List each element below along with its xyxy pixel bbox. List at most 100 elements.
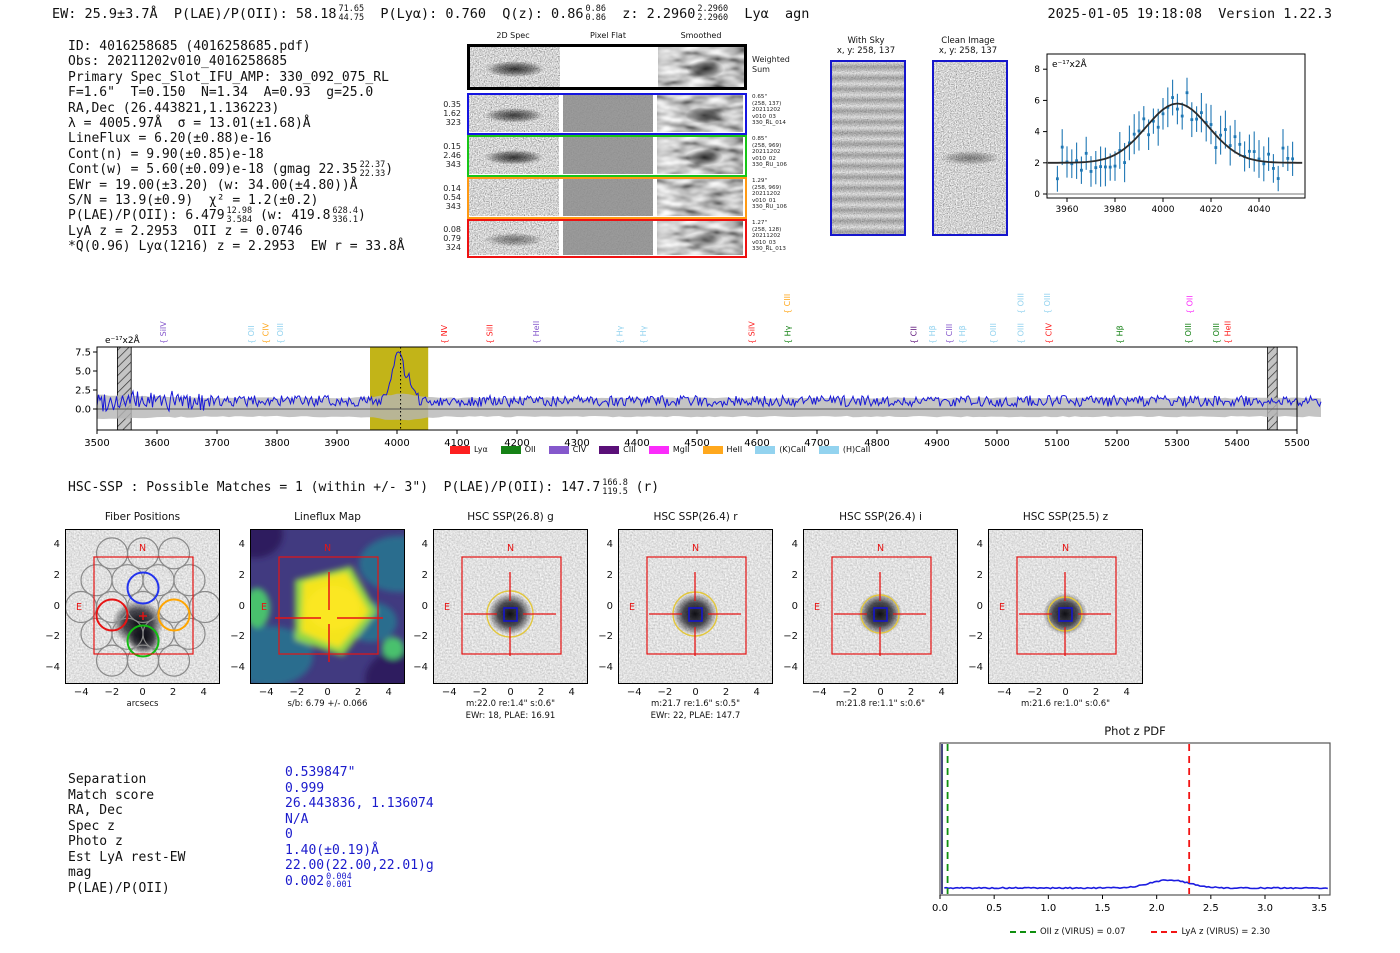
spec2d-image xyxy=(469,137,559,174)
text-seg: 1.40(±0.19)Å xyxy=(285,842,379,858)
text-seg: ) xyxy=(385,162,394,178)
svg-text:4000: 4000 xyxy=(1152,205,1175,215)
text-seg: *Q(0.96) Lyα(1216) z = 2.2953 EW r = 33.… xyxy=(68,239,405,255)
sky-panel-title-1: Clean Image x, y: 258, 137 xyxy=(938,36,998,56)
spectrum-unit-label: e⁻¹⁷x2Å xyxy=(105,334,141,346)
emission-line-labels: { SiIV{ OII{ CIV{ OIII{ NV{ SiII{ HeII{ … xyxy=(159,293,1232,344)
match-values: 0.539847" 0.999 26.443836, 1.136074 N/A 0 1.4… xyxy=(285,765,434,889)
line-label-Hβ: { Hβ xyxy=(928,325,937,344)
cutout-image-5: NE xyxy=(988,529,1143,684)
svg-text:4900: 4900 xyxy=(924,438,949,449)
spec2d-right-labels-3: 1.29" (258, 969) 20211202 v010_01 330_RU… xyxy=(752,178,787,211)
svg-text:0.0: 0.0 xyxy=(75,405,91,416)
text-seg: Cont(n) = 9.90(±0.85)e-18 xyxy=(68,146,264,162)
line-label-CIII: { CIII xyxy=(945,324,954,344)
match-value-3: N/A xyxy=(285,812,434,828)
match-label-7: P(LAE)/P(OII) xyxy=(68,880,170,896)
photz-legend: OII z (VIRUS) = 0.07 LyA z (VIRUS) = 2.30 xyxy=(940,927,1340,937)
line-label-OIII: { OIII xyxy=(1184,323,1193,344)
fiber-circle xyxy=(173,564,206,597)
match-value-1: 0.999 xyxy=(285,781,434,797)
svg-text:2.0: 2.0 xyxy=(1149,903,1165,914)
svg-text:4040: 4040 xyxy=(1248,205,1271,215)
selected-fiber-circle xyxy=(95,598,129,632)
svg-text:3800: 3800 xyxy=(264,438,289,449)
photz-pdf-plot: 0.0 0.5 1.0 1.5 2.0 2.5 3.0 3.5 xyxy=(932,742,1331,914)
cutout-title-5: HSC SSP(25.5) z xyxy=(1022,511,1109,523)
pixel-flat-image xyxy=(563,179,653,216)
info-line-9: EWr = 19.00(±3.20) (w: 34.00(±4.80))Å xyxy=(68,178,405,193)
compass-e: E xyxy=(629,602,635,613)
detection-info-block: ID: 4016258685 (4016258685.pdf) Obs: 2021… xyxy=(68,39,405,254)
cutout-title-3: HSC SSP(26.4) r xyxy=(653,511,738,523)
spec2d-image xyxy=(469,95,559,132)
cutout-caption-2: m:22.0 re:1.4" s:0.6" xyxy=(465,699,556,709)
cutout-xtick: 0 xyxy=(507,687,514,698)
svg-text:2.5: 2.5 xyxy=(1203,903,1219,914)
with-sky-image xyxy=(830,60,906,236)
cutout-ytick: 4 xyxy=(606,539,613,551)
info-line-1: Obs: 20211202v010_4016258685 xyxy=(68,54,405,69)
text-seg: 0 xyxy=(285,827,293,842)
svg-text:5100: 5100 xyxy=(1044,438,1069,449)
match-value-5: 1.40(±0.19)Å xyxy=(285,843,434,859)
legend-item-CIV: CIV xyxy=(548,445,586,454)
pixel-flat-image xyxy=(563,221,653,255)
legend-item-OII: OII xyxy=(500,445,536,454)
cutout-caption-0: arcsecs xyxy=(126,699,159,709)
svg-text:0.0: 0.0 xyxy=(932,903,948,914)
compass-e: E xyxy=(999,602,1005,613)
cutout-xtick: −2 xyxy=(472,687,488,698)
cutout-ytick: 2 xyxy=(238,569,245,581)
catalog-marker xyxy=(873,607,888,622)
legend-item-(K)CaII: (K)CaII xyxy=(755,445,806,454)
compass-n: N xyxy=(324,543,331,554)
spec2d-col-header-1: Pixel Flat xyxy=(590,31,626,40)
sup-sub-value: 628.4 336.1 xyxy=(332,206,359,225)
photz-pdf-curve xyxy=(944,879,1328,890)
match-value-6: 22.00(22.00,22.01)g xyxy=(285,858,434,874)
match-label-0: Separation xyxy=(68,772,147,787)
cutout-title-2: HSC SSP(26.8) g xyxy=(467,511,554,523)
info-line-11: P(LAE)/P(OII): 6.479 12.98 3.584 (w: 419.8… xyxy=(68,206,405,225)
compass-e: E xyxy=(261,602,267,613)
line-label-CIII: { CIII xyxy=(783,294,792,314)
svg-text:5400: 5400 xyxy=(1224,438,1249,449)
smoothed-image xyxy=(657,179,743,216)
cutout-ytick: 0 xyxy=(976,600,983,612)
text-seg: F=1.6" T=0.150 N=1.34 A=0.93 g=25.0 xyxy=(68,85,374,101)
line-label-SiIV: { SiIV xyxy=(159,321,168,344)
gaussian-fit-curve xyxy=(1047,102,1303,164)
text-seg: Obs: 20211202v010_4016258685 xyxy=(68,54,288,70)
legend-item-MgII: MgII xyxy=(648,445,690,454)
svg-text:5300: 5300 xyxy=(1164,438,1189,449)
compass-e: E xyxy=(444,602,450,613)
svg-text:4: 4 xyxy=(1035,128,1040,138)
text-seg: 0.002 xyxy=(285,873,325,889)
cutout-ytick: 4 xyxy=(421,539,428,551)
cutout-ytick: 4 xyxy=(238,539,245,551)
sky-panel-title-0: With Sky x, y: 258, 137 xyxy=(836,36,896,56)
fit-errorbar-points xyxy=(1056,77,1294,192)
match-label-5: Est LyA rest-EW xyxy=(68,849,186,865)
text-seg: N/A xyxy=(285,811,309,827)
cutout-caption-3: m:21.7 re:1.6" s:0.5" xyxy=(650,699,741,709)
svg-text:3500: 3500 xyxy=(84,438,109,449)
svg-text:3600: 3600 xyxy=(144,438,169,449)
catalog-marker xyxy=(1058,607,1073,622)
info-line-7: Cont(n) = 9.90(±0.85)e-18 xyxy=(68,147,405,162)
cutout-image-4: NE xyxy=(803,529,958,684)
text-seg: EWr = 19.00(±3.20) (w: 34.00(±4.80))Å xyxy=(68,177,358,193)
info-line-0: ID: 4016258685 (4016258685.pdf) xyxy=(68,39,405,54)
cutout-ytick: −4 xyxy=(45,661,60,673)
svg-text:5500: 5500 xyxy=(1284,438,1309,449)
error-envelope xyxy=(97,393,1321,421)
cutout-xtick: −2 xyxy=(1027,687,1043,698)
info-line-13: *Q(0.96) Lyα(1216) z = 2.2953 EW r = 33.… xyxy=(68,239,405,254)
cutout-ytick: 0 xyxy=(606,600,613,612)
cutout-ytick: 0 xyxy=(421,600,428,612)
sup-sub-value: 166.8 119.5 xyxy=(602,478,628,497)
cutout-xtick: 2 xyxy=(722,687,730,698)
text-seg: S/N = 13.9(±0.9) χ² = 1.2(±0.2) xyxy=(68,192,319,208)
cutout-ytick: 4 xyxy=(976,539,983,551)
